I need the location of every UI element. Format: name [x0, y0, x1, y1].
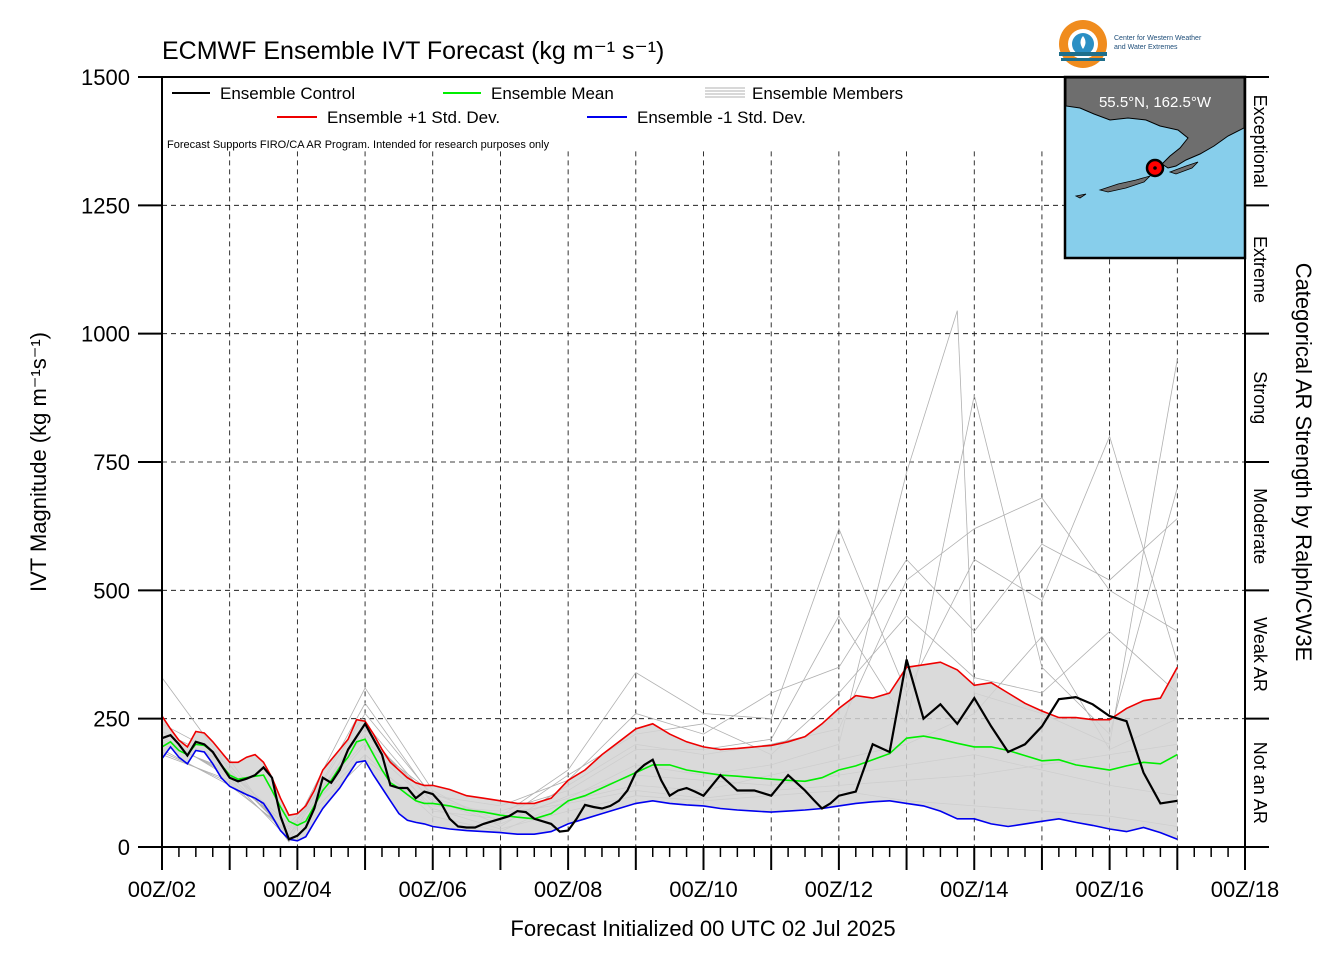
y-tick-label: 1250 — [81, 193, 130, 218]
series-lines — [161, 659, 1179, 842]
category-axis: Not an AR Weak AR Moderate Strong Extreme Exc… — [1244, 76, 1270, 848]
y-tick-label: 1000 — [81, 322, 130, 347]
legend-members-swatch — [705, 87, 745, 98]
legend-control-label: Ensemble Control — [220, 84, 355, 103]
x-tick-label: 00Z/08 — [534, 877, 603, 902]
x-tick-label: 00Z/16 — [1075, 877, 1144, 902]
category-label: Not an AR — [1250, 742, 1270, 824]
legend-minus-label: Ensemble -1 Std. Dev. — [637, 108, 806, 127]
logo-text-line2: and Water Extremes — [1114, 44, 1178, 51]
disclaimer-note: Forecast Supports FIRO/CA AR Program. In… — [167, 139, 550, 151]
ensemble-control-line — [161, 659, 1178, 841]
chart-title: ECMWF Ensemble IVT Forecast (kg m⁻¹ s⁻¹) — [162, 37, 664, 65]
legend-mean-label: Ensemble Mean — [491, 84, 614, 103]
x-tick-label: 00Z/02 — [128, 877, 197, 902]
legend-plus-label: Ensemble +1 Std. Dev. — [327, 108, 500, 127]
inset-map: 55.5°N, 162.5°W — [1063, 75, 1247, 260]
inset-coordinates: 55.5°N, 162.5°W — [1099, 94, 1212, 111]
y-axis: 0 250 500 750 1000 1250 1500 — [81, 65, 162, 860]
x-axis: 00Z/02 00Z/04 00Z/06 00Z/08 00Z/10 00Z/12 00Z/… — [128, 847, 1280, 902]
x-tick-label: 00Z/06 — [399, 877, 468, 902]
category-label: Extreme — [1250, 236, 1270, 303]
inset-land — [1065, 77, 1245, 169]
x-tick-label: 00Z/12 — [805, 877, 874, 902]
ensemble-1-std-dev-line — [161, 745, 1178, 842]
y-tick-label: 500 — [93, 578, 130, 603]
y-tick-label: 250 — [93, 707, 130, 732]
x-tick-label: 00Z/18 — [1211, 877, 1280, 902]
category-axis-label: Categorical AR Strength by Ralph/CW3E — [1291, 263, 1316, 662]
legend: Ensemble Control Ensemble Mean Ensemble … — [167, 84, 903, 151]
logo-text-line1: Center for Western Weather — [1114, 35, 1202, 42]
x-tick-label: 00Z/14 — [940, 877, 1009, 902]
x-tick-label: 00Z/10 — [669, 877, 738, 902]
category-label: Weak AR — [1250, 617, 1270, 692]
y-tick-label: 1500 — [81, 65, 130, 90]
category-label: Exceptional — [1250, 95, 1270, 188]
y-axis-label: IVT Magnitude (kg m⁻¹s⁻¹) — [26, 332, 51, 592]
cw3e-logo: Center for Western Weather and Water Ext… — [1059, 20, 1202, 68]
category-label: Moderate — [1250, 488, 1270, 564]
x-tick-label: 00Z/04 — [263, 877, 332, 902]
y-tick-label: 750 — [93, 450, 130, 475]
legend-members-label: Ensemble Members — [752, 84, 903, 103]
y-tick-label: 0 — [118, 835, 130, 860]
x-axis-label: Forecast Initialized 00 UTC 02 Jul 2025 — [510, 916, 895, 941]
category-label: Strong — [1250, 371, 1270, 424]
std-dev-band — [162, 662, 1178, 841]
